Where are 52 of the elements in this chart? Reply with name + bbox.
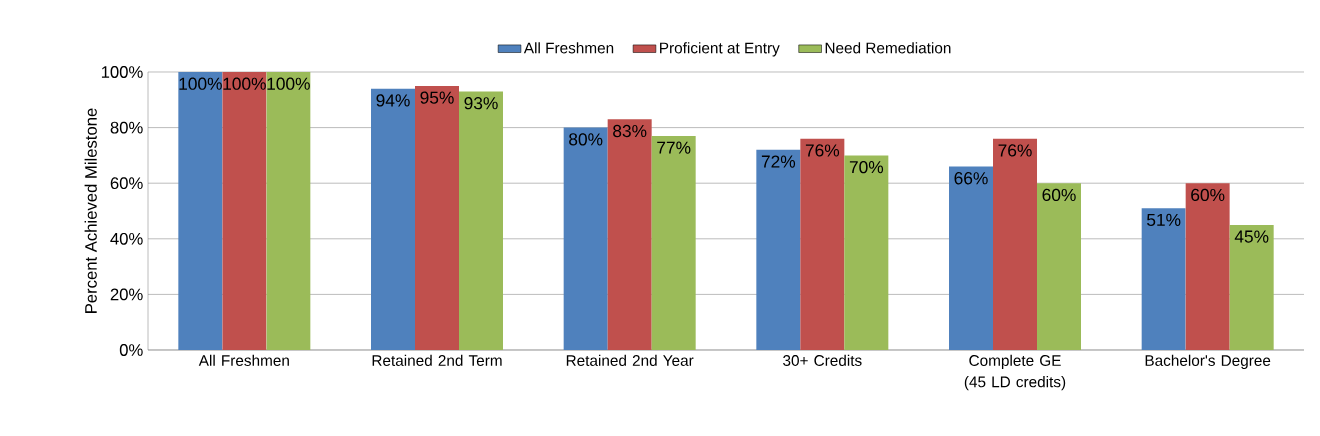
y-tick-label: 20% [110,288,143,301]
data-label: 100% [223,77,266,90]
bar [1185,183,1230,350]
bar [1229,224,1274,350]
x-tick-label: All Freshmen [198,354,289,366]
data-label: 100% [267,77,310,90]
bar [459,91,504,350]
bar [1141,208,1186,350]
bar [651,135,696,350]
bar [266,72,311,350]
data-label: 72% [761,155,796,168]
x-tick-label: Bachelor's Degree [1145,354,1271,369]
data-label: 95% [420,91,454,104]
legend-label: Need Remediation [825,42,951,54]
data-label: 100% [179,77,222,90]
bar [371,88,416,350]
bar [844,155,889,350]
bar [1037,183,1082,350]
x-tick-label: Complete GE (45 LD credits) [964,354,1066,391]
bar [563,127,608,350]
y-tick-label: 0% [119,344,143,356]
y-tick-label: 40% [110,232,143,245]
x-tick-label: Retained 2nd Year [566,354,694,366]
data-label: 51% [1147,213,1181,227]
bar [178,72,223,350]
data-label: 76% [805,144,840,157]
data-label: 83% [613,124,647,138]
y-axis-title: Percent Achieved Milestone [84,108,97,313]
bar [222,72,267,350]
bar [800,138,845,350]
x-tick-label: Retained 2nd Term [372,354,502,366]
x-tick-label: 30+ Credits [783,354,862,366]
y-tick-label: 100% [101,66,143,78]
bar [607,119,652,350]
bar [949,166,994,350]
y-tick-label: 80% [110,121,143,134]
data-label: 94% [376,94,410,107]
y-tick-label: 60% [110,177,143,190]
bar [756,149,801,350]
data-label: 60% [1191,188,1225,202]
legend-label: Proficient at Entry [660,42,780,57]
data-label: 77% [657,141,691,154]
bar [993,138,1038,350]
data-label: 70% [849,161,884,174]
data-label: 80% [569,133,603,146]
data-label: 45% [1234,230,1269,243]
bar [415,85,459,350]
data-label: 66% [954,172,988,185]
data-label: 76% [998,144,1032,157]
legend-label: All Freshmen [523,42,614,54]
data-label: 93% [464,97,498,110]
data-label: 60% [1042,188,1076,202]
